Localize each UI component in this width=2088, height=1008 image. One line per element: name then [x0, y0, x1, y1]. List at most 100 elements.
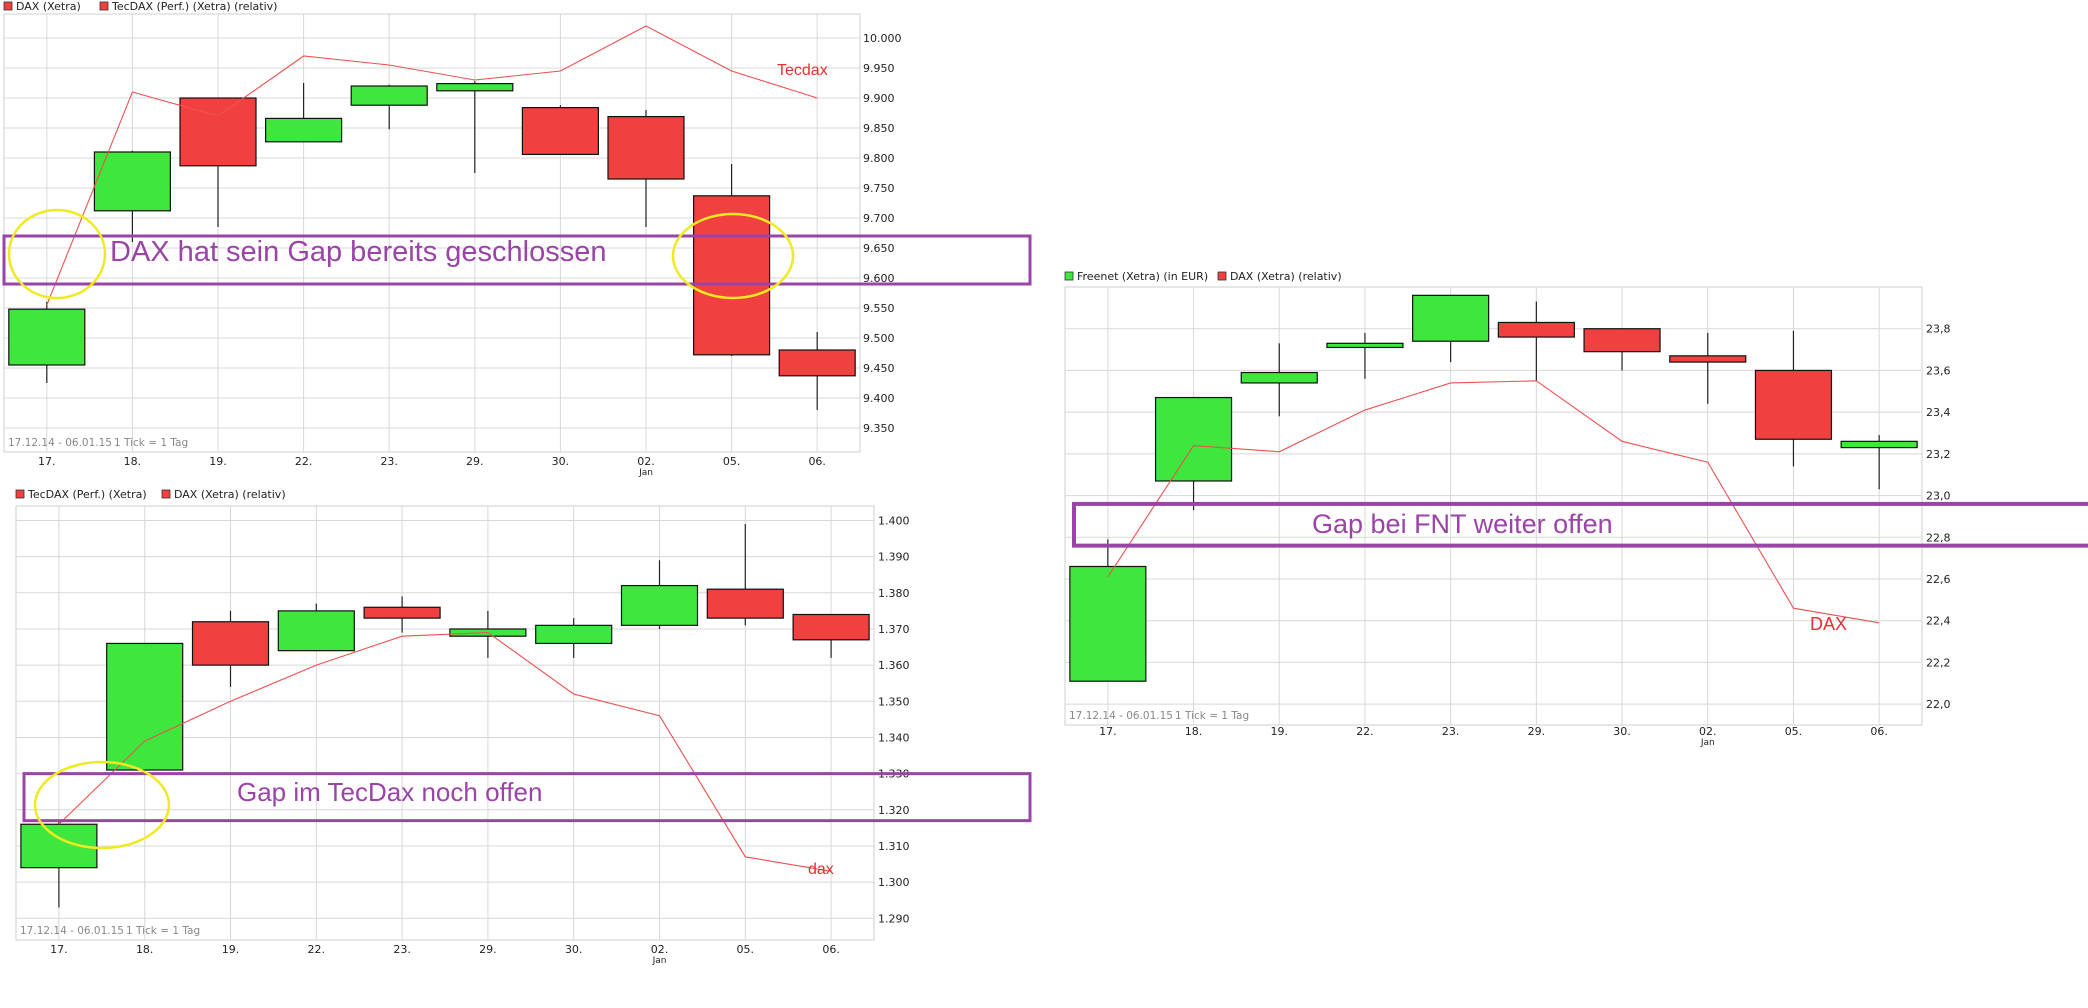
x-tick-label: 30.	[1613, 725, 1631, 738]
x-tick-label: 29.	[1528, 725, 1546, 738]
y-tick-label: 1.350	[878, 695, 910, 708]
candle-down	[607, 115, 685, 180]
overlay-line	[46, 25, 818, 306]
x-tick-label: 22.	[1356, 725, 1374, 738]
legend-swatch	[1217, 271, 1227, 281]
y-tick-label: 1.340	[878, 731, 910, 744]
candle-up	[1154, 396, 1233, 482]
y-tick-label: 9.500	[863, 332, 895, 345]
candle-down	[1754, 369, 1833, 440]
y-tick-label: 9.400	[863, 392, 895, 405]
gap-box	[1072, 501, 2088, 548]
tick-info-label: 1 Tick = 1 Tag	[114, 437, 188, 449]
legend-entry: DAX (Xetra) (relativ)	[174, 488, 286, 501]
x-tick-label: 06.	[808, 455, 826, 468]
candle-up	[436, 82, 514, 92]
x-tick-label: 17.	[1099, 725, 1117, 738]
highlight-circle	[671, 212, 795, 300]
y-tick-label: 23,2	[1926, 448, 1951, 461]
month-label: Jan	[652, 956, 667, 966]
x-tick-label: 17.	[38, 455, 56, 468]
y-tick-label: 22,2	[1926, 656, 1951, 669]
x-tick-label: 18.	[124, 455, 142, 468]
candle-up	[265, 117, 343, 143]
highlight-circle	[33, 760, 171, 850]
y-tick-label: 9.450	[863, 362, 895, 375]
candle-up	[1069, 565, 1147, 682]
y-tick-label: 22,4	[1926, 615, 1951, 628]
y-tick-label: 1.300	[878, 876, 910, 889]
candle-down	[1497, 321, 1575, 338]
candle-up	[93, 151, 172, 212]
candle-up	[8, 308, 86, 366]
month-label: Jan	[638, 468, 653, 478]
legend-entry: DAX (Xetra) (relativ)	[1230, 270, 1342, 283]
y-tick-label: 9.900	[863, 92, 895, 105]
tick-info-label: 1 Tick = 1 Tag	[126, 925, 200, 937]
candle-up	[350, 85, 428, 106]
gap-annotation: Gap bei FNT weiter offen	[1312, 509, 1613, 539]
legend-swatch	[15, 489, 25, 499]
chart-2: 1.2901.3001.3101.3201.3301.3401.3501.360…	[15, 488, 1032, 966]
y-tick-label: 23,8	[1926, 323, 1951, 336]
overlay-line	[1107, 380, 1880, 624]
candle-down	[692, 195, 771, 356]
overlay-label: DAX	[1810, 614, 1847, 634]
x-tick-label: 02.	[1699, 725, 1717, 738]
x-tick-label: 23.	[380, 455, 398, 468]
y-tick-label: 23,0	[1926, 490, 1951, 503]
y-tick-label: 22,6	[1926, 573, 1951, 586]
y-tick-label: 9.800	[863, 152, 895, 165]
y-tick-label: 9.700	[863, 212, 895, 225]
date-range-label: 17.12.14 - 06.01.15	[8, 437, 112, 449]
x-tick-label: 06.	[822, 943, 840, 956]
y-tick-label: 9.950	[863, 62, 895, 75]
y-tick-label: 1.320	[878, 804, 910, 817]
x-tick-label: 05.	[737, 943, 755, 956]
candle-up	[620, 584, 699, 626]
candle-up	[1412, 294, 1490, 342]
y-tick-label: 9.350	[863, 422, 895, 435]
candle-up	[277, 610, 355, 652]
y-tick-label: 22,8	[1926, 531, 1951, 544]
y-tick-label: 23,6	[1926, 364, 1951, 377]
y-tick-label: 9.600	[863, 272, 895, 285]
y-tick-label: 9.750	[863, 182, 895, 195]
legend-swatch	[161, 489, 171, 499]
candle-up	[106, 642, 184, 771]
x-tick-label: 02.	[651, 943, 669, 956]
gap-annotation: Gap im TecDax noch offen	[237, 777, 542, 807]
legend-swatch	[1064, 271, 1074, 281]
y-tick-label: 10.000	[863, 32, 902, 45]
candle-down	[778, 349, 856, 377]
x-tick-label: 05.	[1785, 725, 1803, 738]
highlight-circle	[7, 208, 107, 300]
legend-entry: Freenet (Xetra) (in EUR)	[1077, 270, 1208, 283]
candle-down	[1669, 355, 1747, 363]
legend-entry: TecDAX (Perf.) (Xetra) (relativ)	[111, 0, 277, 13]
candle-down	[706, 588, 784, 619]
x-tick-label: 05.	[723, 455, 741, 468]
y-tick-label: 1.400	[878, 514, 910, 527]
x-tick-label: 17.	[50, 943, 68, 956]
x-tick-label: 30.	[565, 943, 583, 956]
x-tick-label: 23.	[1442, 725, 1460, 738]
x-tick-label: 29.	[479, 943, 497, 956]
y-tick-label: 1.360	[878, 659, 910, 672]
candle-up	[535, 624, 613, 645]
x-tick-label: 19.	[209, 455, 227, 468]
x-tick-label: 18.	[136, 943, 154, 956]
x-tick-label: 06.	[1870, 725, 1888, 738]
date-range-label: 17.12.14 - 06.01.15	[1069, 710, 1173, 722]
y-tick-label: 1.370	[878, 623, 910, 636]
candle-up	[1240, 371, 1318, 384]
month-label: Jan	[1700, 738, 1715, 748]
y-tick-label: 9.650	[863, 242, 895, 255]
gap-box	[2, 234, 1032, 286]
candle-down	[1583, 328, 1661, 353]
candle-up	[1326, 342, 1404, 349]
plot-area	[1064, 286, 1923, 726]
x-tick-label: 19.	[1271, 725, 1289, 738]
legend-swatch	[99, 1, 109, 11]
